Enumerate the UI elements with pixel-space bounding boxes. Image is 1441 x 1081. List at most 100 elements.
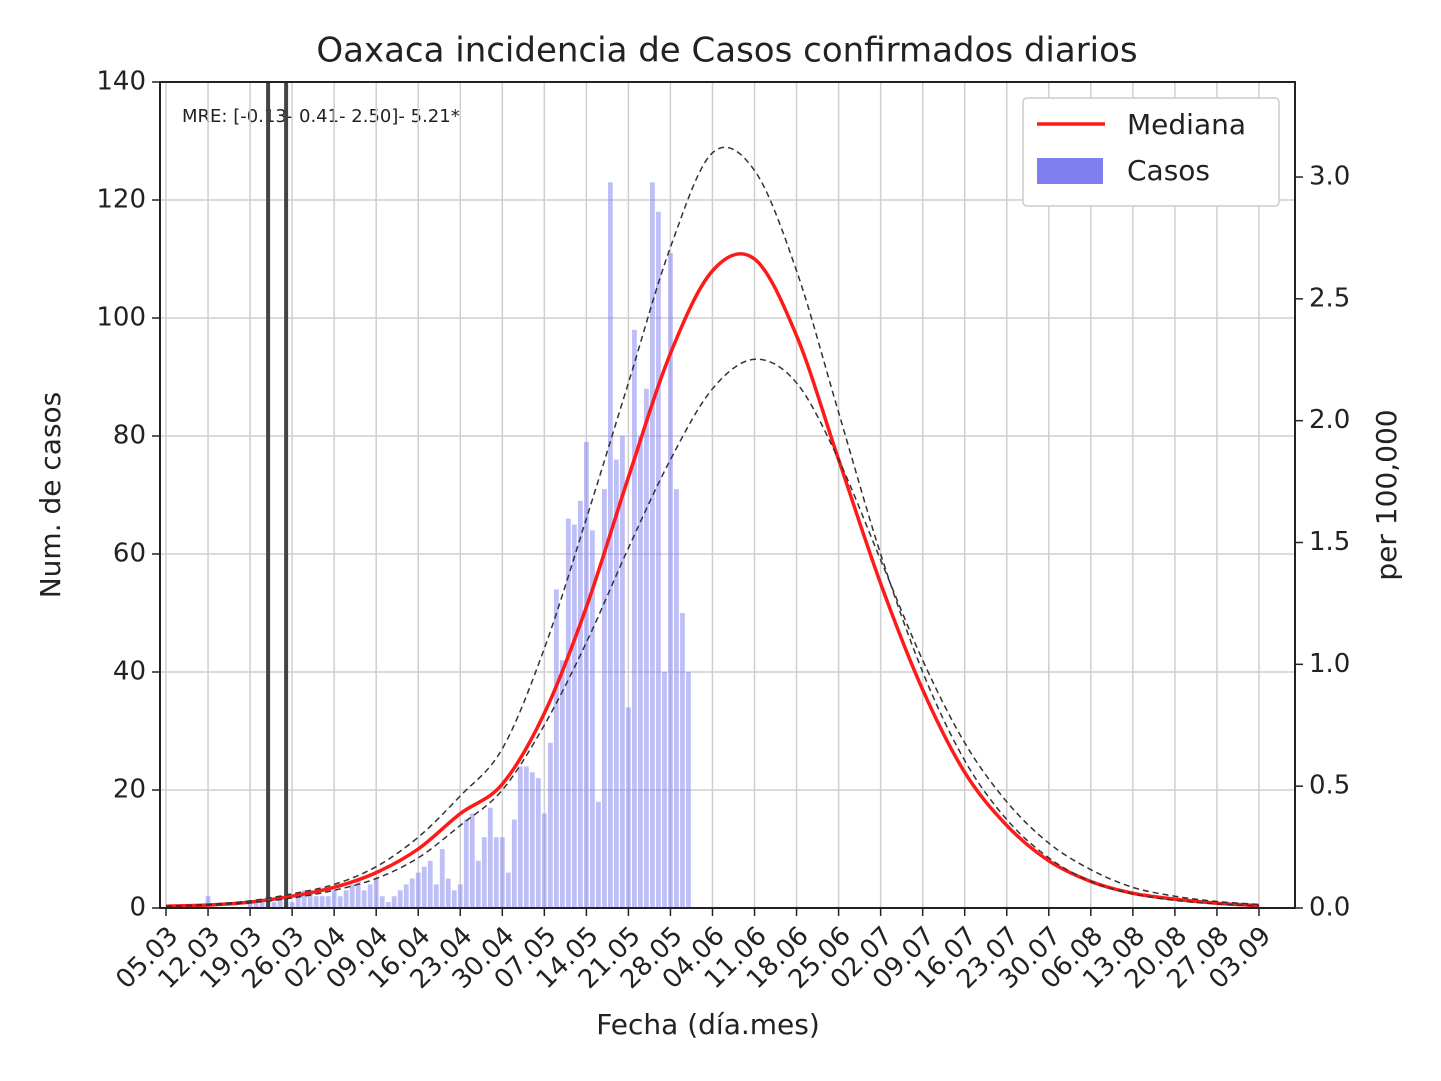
band-line [165, 146, 1260, 907]
bar [583, 441, 589, 908]
bar [253, 902, 259, 908]
y-tick-label: 140 [96, 67, 146, 97]
bar [589, 530, 595, 908]
bar [409, 878, 415, 908]
y2-tick-label: 3.0 [1309, 162, 1350, 192]
bar [481, 837, 487, 908]
annotation: MRE: [-0.13- 0.41- 2.50]- 5.21* [182, 106, 460, 127]
bar [656, 211, 661, 909]
bar [463, 819, 469, 908]
bar [439, 849, 445, 908]
y2-tick-label: 1.5 [1309, 527, 1350, 557]
bar [373, 878, 379, 908]
bar [289, 902, 295, 908]
bar [307, 890, 313, 908]
bar [505, 872, 511, 908]
bar [541, 813, 547, 908]
bar [301, 890, 307, 908]
bar [415, 872, 421, 908]
bar [403, 884, 409, 908]
bar [397, 890, 403, 908]
y-tick-label: 120 [96, 185, 146, 215]
bar [674, 489, 679, 908]
legend-label: Mediana [1127, 108, 1246, 141]
bar [259, 902, 265, 908]
bar [595, 801, 601, 908]
bar [487, 807, 493, 908]
y2-axis-label: per 100,000 [1370, 409, 1403, 580]
y2-tick-label: 0.0 [1309, 893, 1350, 923]
bar [577, 500, 583, 908]
bar [565, 518, 571, 908]
bar [638, 436, 643, 908]
bar [662, 672, 667, 908]
bar [247, 902, 253, 908]
bar [367, 884, 373, 908]
bar [421, 866, 427, 908]
bar [686, 672, 691, 908]
bar [331, 890, 337, 908]
bar [547, 742, 553, 908]
bar [601, 489, 607, 908]
band-line [165, 358, 1260, 907]
y-tick-label: 40 [113, 657, 146, 687]
legend-swatch [1037, 158, 1103, 184]
bar [295, 896, 301, 908]
bar [668, 253, 673, 909]
y2-tick-label: 1.0 [1309, 649, 1350, 679]
bar [379, 896, 385, 908]
y-tick-label: 0 [129, 893, 146, 923]
bar [469, 813, 475, 908]
bar [607, 182, 613, 909]
bar [493, 837, 499, 908]
legend: Mediana Casos [1022, 97, 1280, 207]
bar [427, 860, 433, 908]
bar [337, 896, 343, 908]
bar [517, 766, 523, 908]
bar [680, 613, 685, 908]
bar [271, 902, 277, 908]
bar [445, 878, 451, 908]
bar [457, 884, 463, 908]
y-axis-label: Num. de casos [34, 392, 67, 599]
bar [349, 884, 355, 908]
chart-title: Oaxaca incidencia de Casos confirmados d… [316, 31, 1137, 71]
bar [391, 896, 397, 908]
y2-tick-label: 0.5 [1309, 771, 1350, 801]
bar [319, 896, 325, 908]
bar [325, 896, 331, 908]
bar [632, 329, 637, 908]
x-axis-label: Fecha (día.mes) [596, 1008, 820, 1041]
plot-frame [159, 81, 1296, 909]
y-tick-label: 100 [96, 303, 146, 333]
bar [433, 884, 439, 908]
bar [626, 707, 631, 908]
legend-label: Casos [1127, 154, 1210, 187]
bar [361, 890, 367, 908]
bar [499, 837, 505, 908]
bar [523, 766, 529, 908]
bar [614, 459, 619, 908]
bar [451, 890, 457, 908]
bar [650, 182, 655, 909]
bar [385, 902, 391, 908]
bar [277, 896, 283, 908]
bar [511, 819, 517, 908]
bar [313, 896, 319, 908]
bar [571, 524, 577, 908]
y-tick-label: 20 [113, 775, 146, 805]
bar [559, 660, 565, 908]
median-line [165, 252, 1260, 908]
bar [205, 896, 211, 908]
bar [529, 772, 535, 908]
bar [620, 436, 625, 908]
bar [644, 388, 649, 908]
y2-tick-label: 2.5 [1309, 283, 1350, 313]
y2-tick-label: 2.0 [1309, 405, 1350, 435]
y-tick-label: 60 [113, 539, 146, 569]
bar [535, 778, 541, 908]
y-tick-label: 80 [113, 421, 146, 451]
bar [355, 878, 361, 908]
bar [475, 860, 481, 908]
